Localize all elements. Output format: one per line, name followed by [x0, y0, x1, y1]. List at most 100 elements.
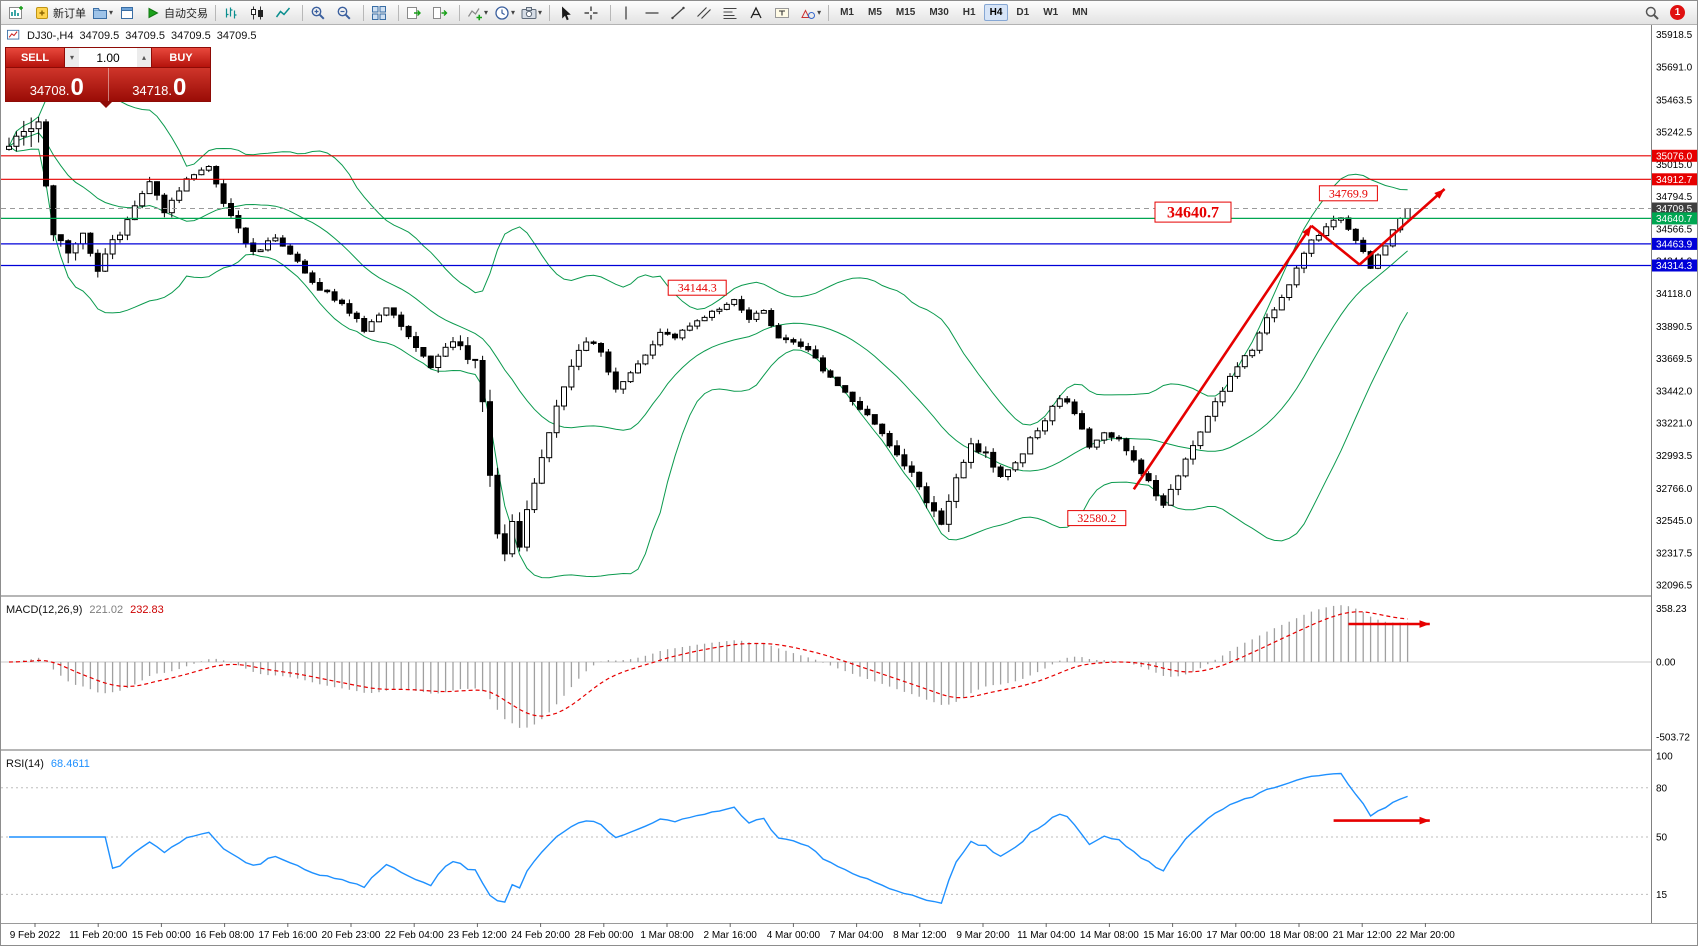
fibo-icon [722, 5, 738, 21]
vline-icon [618, 5, 634, 21]
annotations[interactable]: 34144.3 32580.2 34640.7 34769.9 [667, 185, 1378, 527]
zoom-out-icon [336, 5, 352, 21]
period-icon [494, 5, 510, 21]
time-label: 22 Mar 20:00 [1396, 930, 1455, 941]
chart-title-icon [7, 29, 21, 43]
periods-button[interactable]: ▾ [492, 3, 517, 23]
text-label-tool-button[interactable] [772, 3, 796, 23]
buy-price[interactable]: 34718. 0 [109, 68, 211, 101]
sell-button[interactable]: SELL [5, 47, 65, 68]
toolbar-separator [459, 4, 461, 21]
annotation-box[interactable] [1154, 201, 1232, 223]
svg-text:34912.7: 34912.7 [1656, 175, 1693, 186]
volume-down-button[interactable]: ▾ [65, 48, 79, 67]
templates-button[interactable]: ▾ [519, 3, 544, 23]
vertical-line-button[interactable] [616, 3, 640, 23]
axis-label: 0.00 [1656, 658, 1676, 669]
shift-icon [432, 5, 448, 21]
new-order-button[interactable]: 新订单 [32, 3, 88, 23]
volume-up-button[interactable]: ▴ [137, 48, 151, 67]
search-button[interactable] [1642, 3, 1666, 23]
timeframe-h1-button[interactable]: H1 [962, 7, 976, 18]
svg-text:34709.5: 34709.5 [1656, 204, 1693, 215]
volume-control[interactable]: ▾ 1.00 ▴ [65, 47, 151, 68]
cursor-button[interactable] [555, 3, 579, 23]
notification-badge[interactable]: 1 [1670, 5, 1685, 20]
axis-label: 50 [1656, 833, 1668, 844]
profiles-button[interactable]: ▾ [90, 3, 115, 23]
time-label: 15 Mar 16:00 [1143, 930, 1202, 941]
toolbar-separator [302, 4, 304, 21]
label-icon [774, 5, 790, 21]
indicators-button[interactable]: ▾ [465, 3, 490, 23]
new-chart-button[interactable] [6, 3, 30, 23]
toolbar-buttons: 新订单 ▾ 自动交易 ▾ ▾ ▾ ▾ [5, 3, 833, 23]
chart-window: 35918.5 35691.0 35463.5 35242.5 35015.0 34794… [1, 25, 1698, 946]
caret-down-icon: ▾ [817, 8, 822, 17]
time-label: 15 Feb 00:00 [132, 930, 191, 941]
sell-price[interactable]: 34708. 0 [6, 68, 109, 101]
chart-canvas[interactable]: 35918.5 35691.0 35463.5 35242.5 35015.0 34794… [1, 25, 1698, 946]
auto-trading-label: 自动交易 [164, 7, 209, 20]
caret-down-icon: ▾ [511, 8, 516, 17]
one-click-collapse-tab[interactable] [100, 102, 112, 108]
axis-label: 80 [1656, 783, 1668, 794]
tile-windows-button[interactable] [369, 3, 393, 23]
crosshair-button[interactable] [581, 3, 605, 23]
annotation-box[interactable] [667, 279, 727, 296]
annotation-box[interactable] [1318, 185, 1378, 202]
axis-label: 33221.0 [1656, 418, 1693, 429]
bar-chart-mode-button[interactable] [221, 3, 245, 23]
toolbar-separator [398, 4, 400, 21]
chart-open: 34709.5 [79, 30, 120, 42]
line-chart-mode-button[interactable] [273, 3, 297, 23]
time-label: 14 Mar 08:00 [1080, 930, 1139, 941]
hline-icon [644, 5, 660, 21]
timeframe-m15-button[interactable]: M15 [895, 7, 916, 18]
sell-price-main: 34708. [29, 83, 70, 98]
time-label: 22 Feb 04:00 [385, 930, 444, 941]
zoom-out-button[interactable] [334, 3, 358, 23]
text-tool-button[interactable] [746, 3, 770, 23]
timeframe-mn-button[interactable]: MN [1072, 7, 1088, 18]
timeframe-d1-button[interactable]: D1 [1016, 7, 1030, 18]
axis-label: 35015.0 [1656, 160, 1693, 171]
timeframe-m30-button[interactable]: M30 [929, 7, 949, 18]
rsi-indicator-label: RSI(14) 68.4611 [6, 758, 90, 770]
time-axis[interactable]: 9 Feb 2022 11 Feb 20:00 15 Feb 00:00 16 Feb… [10, 923, 1456, 941]
candlestick-mode-button[interactable] [247, 3, 271, 23]
svg-text:34463.9: 34463.9 [1656, 239, 1693, 250]
horizontal-lines[interactable] [1, 155, 1651, 267]
timeframe-h4-button[interactable]: H4 [983, 4, 1009, 21]
macd-signal-value: 232.83 [130, 604, 164, 616]
volume-value[interactable]: 1.00 [96, 50, 120, 65]
window-list-button[interactable] [117, 3, 141, 23]
price-axis[interactable]: 35918.5 35691.0 35463.5 35242.5 35015.0 34794… [1651, 25, 1698, 923]
panel-separators[interactable] [1, 595, 1698, 924]
equidistant-channel-button[interactable] [694, 3, 718, 23]
fibonacci-retracement-button[interactable] [720, 3, 744, 23]
horizontal-line-button[interactable] [642, 3, 666, 23]
auto-scroll-button[interactable] [404, 3, 428, 23]
svg-text:34314.3: 34314.3 [1656, 261, 1693, 272]
toolbar-separator [549, 4, 551, 21]
rsi-value: 68.4611 [50, 758, 90, 770]
toolbar-separator [610, 4, 612, 21]
time-label: 2 Mar 16:00 [704, 930, 758, 941]
buy-button[interactable]: BUY [151, 47, 211, 68]
trend-arrows[interactable] [1132, 188, 1446, 825]
axis-label: 100 [1656, 752, 1673, 763]
annotation-box[interactable] [1067, 510, 1127, 527]
time-label: 17 Feb 16:00 [258, 930, 317, 941]
buy-price-pip: 0 [172, 74, 187, 101]
auto-trading-button[interactable]: 自动交易 [143, 3, 210, 23]
zoom-in-button[interactable] [308, 3, 332, 23]
trendline-button[interactable] [668, 3, 692, 23]
timeframe-m1-button[interactable]: M1 [840, 7, 854, 18]
timeframe-w1-button[interactable]: W1 [1043, 7, 1059, 18]
arrow-tools-button[interactable]: ▾ [798, 3, 823, 23]
chart-shift-button[interactable] [430, 3, 454, 23]
timeframe-m5-button[interactable]: M5 [867, 7, 882, 18]
add-indicator-icon [467, 5, 483, 21]
axis-label: 33890.5 [1656, 322, 1693, 333]
